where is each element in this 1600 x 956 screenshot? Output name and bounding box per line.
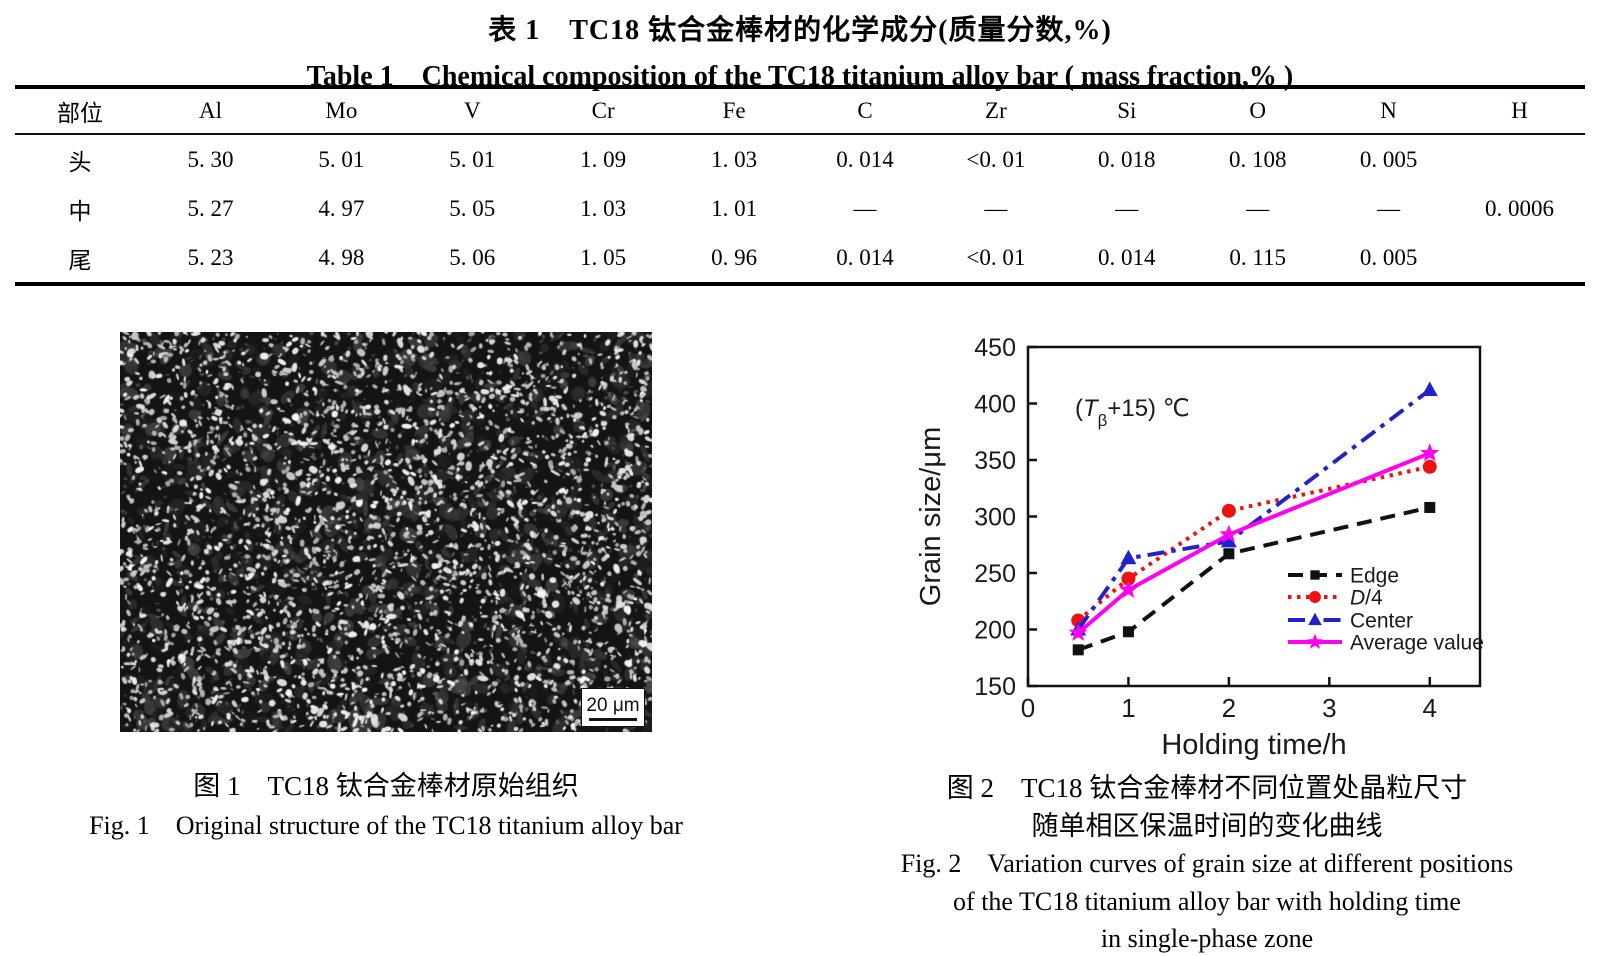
x-tick-label: 2: [1222, 693, 1236, 723]
chart-series-average-value: [1068, 443, 1440, 641]
scale-bar-box: 20 μm: [581, 688, 645, 727]
scale-bar-label: 20 μm: [586, 694, 640, 716]
table-cell: 4. 98: [318, 244, 365, 270]
row-header-cell: 尾: [68, 247, 92, 273]
legend-label: Center: [1350, 609, 1413, 632]
table-row: 尾 5. 23 4. 98 5. 06 1. 05 0. 96 0. 014 <0. 01 0.…: [15, 233, 1585, 284]
y-tick-label: 450: [974, 334, 1016, 362]
table-cell: 5. 23: [187, 244, 234, 270]
legend-label: Edge: [1350, 564, 1399, 587]
table-header-cell: C: [799, 87, 931, 135]
table-header-cell: Cr: [537, 87, 669, 135]
table-cell: 1. 05: [580, 244, 627, 270]
y-tick-label: 150: [974, 673, 1016, 701]
table-cell: 4. 97: [318, 195, 365, 221]
table-cell: 5. 27: [187, 195, 234, 221]
table-cell: —: [1377, 195, 1401, 221]
y-tick-label: 400: [974, 390, 1016, 418]
table-cell: 0. 014: [836, 244, 894, 270]
micrograph-image: [120, 332, 652, 732]
x-tick-label: 4: [1423, 693, 1437, 723]
table-header-cell: 部位: [15, 87, 145, 135]
x-tick-label: 1: [1121, 693, 1135, 723]
y-tick-label: 300: [974, 503, 1016, 531]
chart-annotation: (Tβ+15) ℃: [1075, 395, 1190, 430]
table-cell: <0. 01: [966, 146, 1026, 172]
legend-item-center: Center: [1288, 609, 1413, 632]
table-cell: 1. 09: [580, 146, 627, 172]
table-cell: 5. 06: [449, 244, 496, 270]
legend-item-average-value: Average value: [1288, 631, 1484, 654]
chart-series-d-4: [1071, 459, 1437, 628]
fig2-caption-en-2: of the TC18 titanium alloy bar with hold…: [953, 886, 1461, 916]
fig1-caption-zh: 图 1 TC18 钛合金棒材原始组织: [193, 771, 579, 801]
table-cell: 1. 01: [711, 195, 758, 221]
table-cell: —: [984, 195, 1008, 221]
table-header-cell: O: [1192, 87, 1324, 135]
chart-series-edge: [1072, 501, 1436, 656]
table-cell: —: [1246, 195, 1270, 221]
table-cell: 0. 115: [1229, 244, 1287, 270]
row-header-cell: 头: [68, 149, 92, 175]
table-cell: 0. 0006: [1485, 195, 1555, 221]
table-cell: 0. 018: [1098, 146, 1156, 172]
legend-item-edge: Edge: [1288, 564, 1399, 587]
table-cell: 0. 005: [1359, 146, 1418, 172]
fig2-caption-zh-1: 图 2 TC18 钛合金棒材不同位置处晶粒尺寸: [946, 773, 1468, 803]
table-cell: 0. 96: [711, 244, 758, 270]
y-tick-label: 350: [974, 447, 1016, 475]
x-tick-label: 0: [1021, 693, 1035, 723]
table-cell: 0. 014: [1098, 244, 1156, 270]
table-cell: 1. 03: [580, 195, 627, 221]
table-cell: 5. 30: [187, 146, 234, 172]
table-cell: [1454, 134, 1585, 184]
table-cell: [1454, 233, 1585, 284]
table-header-cell: Al: [145, 87, 276, 135]
y-tick-label: 200: [974, 616, 1016, 644]
fig2-caption-en-1: Fig. 2 Variation curves of grain size at…: [900, 849, 1514, 878]
composition-table: 部位 Al Mo V Cr Fe C Zr Si O N H 头 5. 30 5. 01 5. 01 1. 0…: [15, 85, 1585, 286]
figure1-micrograph: 20 μm: [120, 332, 652, 732]
figure2-caption: 图 2 TC18 钛合金棒材不同位置处晶粒尺寸 随单相区保温时间的变化曲线 Fi…: [812, 770, 1600, 956]
y-tick-label: 250: [974, 560, 1016, 588]
fig2-caption-zh-2: 随单相区保温时间的变化曲线: [1031, 810, 1383, 841]
x-axis-label: Holding time/h: [1161, 729, 1346, 761]
table-header-cell: Si: [1061, 87, 1193, 135]
legend-label: D/4: [1350, 586, 1383, 609]
table-cell: 1. 03: [711, 146, 758, 172]
table-titles: 表 1 TC18 钛合金棒材的化学成分(质量分数,%) Table 1 Chem…: [0, 8, 1600, 94]
fig2-caption-en-3: in single-phase zone: [1100, 924, 1314, 953]
table-header-cell: Zr: [930, 87, 1062, 135]
scale-bar-line: [589, 717, 637, 721]
table-cell: —: [853, 195, 877, 221]
table-header-cell: H: [1454, 87, 1585, 135]
figure1-caption: 图 1 TC18 钛合金棒材原始组织 Fig. 1 Original struc…: [36, 766, 736, 846]
x-tick-label: 3: [1322, 693, 1336, 723]
chart-axes: 150 200 250 300 350 400 450 0 1 2 3 4: [974, 334, 1482, 723]
y-axis-label: Grain size/μm: [915, 427, 947, 606]
table-cell: —: [1115, 195, 1139, 221]
table-cell: 5. 01: [318, 146, 365, 172]
table-cell: 0. 014: [836, 146, 894, 172]
table-row: 中 5. 27 4. 97 5. 05 1. 03 1. 01 — — — — — 0. 0006: [15, 184, 1585, 233]
legend-label: Average value: [1350, 631, 1484, 654]
table-cell: 5. 01: [449, 146, 496, 172]
table-header-cell: Fe: [668, 87, 800, 135]
table-cell: <0. 01: [966, 244, 1026, 270]
table-header-cell: V: [406, 87, 538, 135]
table-cell: 0. 108: [1228, 146, 1287, 172]
table-header-row: 部位 Al Mo V Cr Fe C Zr Si O N H: [15, 87, 1585, 135]
table-cell: 5. 05: [449, 195, 496, 221]
table-cell: 0. 005: [1359, 244, 1418, 270]
grain-size-chart: 150 200 250 300 350 400 450 0 1 2 3 4 Holding time/h…: [915, 334, 1484, 761]
row-header-cell: 中: [68, 198, 92, 224]
legend-item-d-4: D/4: [1288, 586, 1383, 609]
table-header-cell: N: [1323, 87, 1455, 135]
table-title-zh: 表 1 TC18 钛合金棒材的化学成分(质量分数,%): [488, 15, 1112, 46]
fig1-caption-en: Fig. 1 Original structure of the TC18 ti…: [89, 811, 683, 840]
table-row: 头 5. 30 5. 01 5. 01 1. 09 1. 03 0. 014 <0. 01 0.…: [15, 134, 1585, 184]
table-header-cell: Mo: [275, 87, 407, 135]
